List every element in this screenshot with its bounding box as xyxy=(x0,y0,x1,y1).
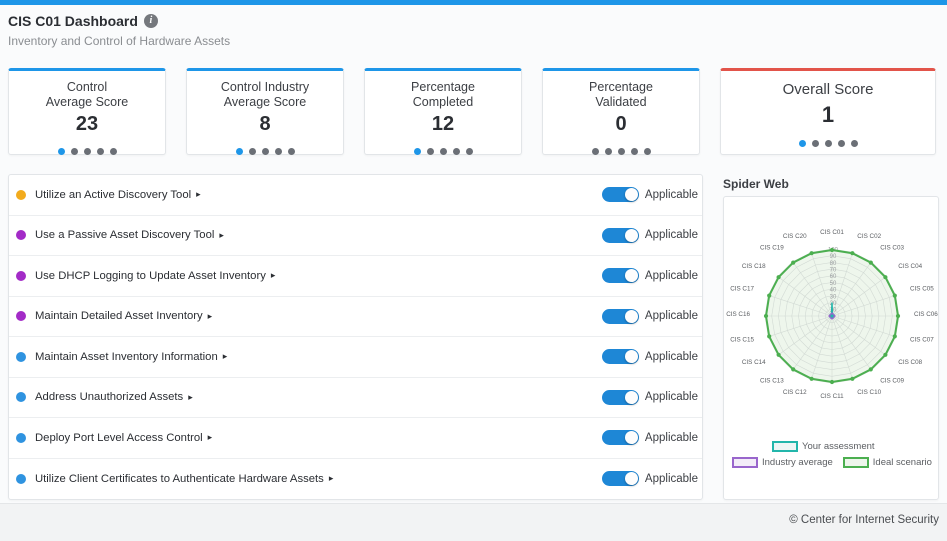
svg-text:CIS C09: CIS C09 xyxy=(880,377,904,384)
svg-text:CIS C10: CIS C10 xyxy=(857,389,881,396)
svg-text:50: 50 xyxy=(830,281,837,287)
svg-text:CIS C16: CIS C16 xyxy=(726,311,750,318)
svg-text:CIS C06: CIS C06 xyxy=(914,311,938,318)
svg-text:CIS C20: CIS C20 xyxy=(783,233,807,240)
svg-text:20: 20 xyxy=(830,301,837,307)
svg-text:CIS C13: CIS C13 xyxy=(760,377,784,384)
svg-text:CIS C01: CIS C01 xyxy=(820,229,844,236)
svg-text:CIS C15: CIS C15 xyxy=(730,336,754,343)
svg-text:CIS C08: CIS C08 xyxy=(898,359,922,366)
svg-text:60: 60 xyxy=(830,274,837,280)
svg-text:CIS C03: CIS C03 xyxy=(880,245,904,252)
svg-text:30: 30 xyxy=(830,294,837,300)
svg-text:CIS C18: CIS C18 xyxy=(742,263,766,270)
svg-text:CIS C17: CIS C17 xyxy=(730,286,754,293)
svg-text:CIS C02: CIS C02 xyxy=(857,233,881,240)
svg-text:70: 70 xyxy=(830,268,837,274)
svg-text:10: 10 xyxy=(830,308,837,314)
svg-text:40: 40 xyxy=(830,288,837,294)
svg-text:80: 80 xyxy=(830,261,837,267)
svg-text:CIS C14: CIS C14 xyxy=(742,359,766,366)
svg-text:CIS C07: CIS C07 xyxy=(910,336,934,343)
svg-text:CIS C12: CIS C12 xyxy=(783,389,807,396)
svg-text:CIS C04: CIS C04 xyxy=(898,263,922,270)
svg-text:CIS C05: CIS C05 xyxy=(910,286,934,293)
svg-text:CIS C19: CIS C19 xyxy=(760,245,784,252)
svg-text:90: 90 xyxy=(830,254,837,260)
svg-text:CIS C11: CIS C11 xyxy=(820,393,844,400)
